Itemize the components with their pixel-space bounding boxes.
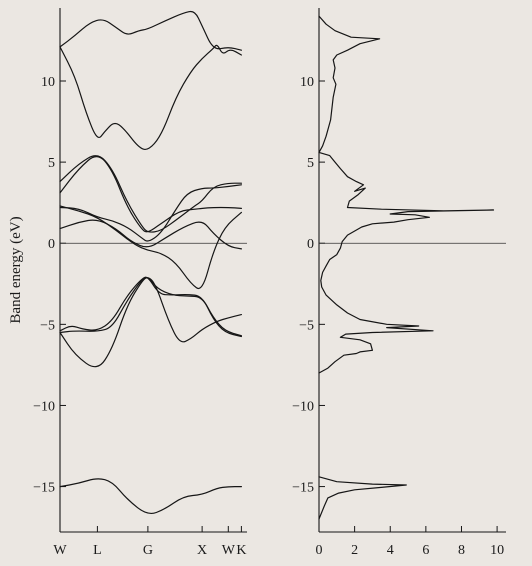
band-curve-9 <box>59 219 242 250</box>
dos-curve-1 <box>318 15 495 374</box>
dos-y-tick-label: −5 <box>299 318 314 333</box>
dos-curve-2 <box>318 476 407 520</box>
dos-x-tick-label: 8 <box>458 543 465 558</box>
dos-x-tick-label: 4 <box>387 543 394 558</box>
band-structure-ylabel: Band energy (eV) <box>8 216 24 323</box>
band-x-tick-label: X <box>197 543 207 558</box>
dos-x-tick-label: 10 <box>490 543 504 558</box>
dos-y-tick-label: −15 <box>292 481 314 496</box>
band-y-tick-label: 0 <box>48 237 55 252</box>
dos-x-ticks: 0 2 4 6 8 10 <box>316 526 504 558</box>
band-x-tick-label: L <box>93 543 102 558</box>
dos-y-tick-label: −10 <box>292 399 314 414</box>
band-y-tick-label: 5 <box>48 156 55 171</box>
band-x-tick-label: G <box>143 543 153 558</box>
density-of-states-panel: −15 −10 −5 0 5 10 0 2 4 6 8 10 <box>292 8 506 558</box>
band-curve-6 <box>59 155 242 233</box>
band-curve-3 <box>59 276 242 337</box>
band-y-tick-label: −15 <box>33 481 55 496</box>
dos-x-tick-label: 0 <box>316 543 323 558</box>
dos-x-tick-label: 6 <box>422 543 429 558</box>
band-y-tick-label: −5 <box>40 318 55 333</box>
band-curve-2 <box>59 277 242 368</box>
band-y-tick-label: 10 <box>41 75 55 90</box>
dos-y-tick-label: 10 <box>300 75 314 90</box>
band-x-tick-label: W <box>222 543 236 558</box>
band-y-tick-label: −10 <box>33 399 55 414</box>
band-x-tick-label: W <box>53 543 67 558</box>
dos-y-tick-label: 0 <box>307 237 314 252</box>
band-curve-5 <box>59 156 242 233</box>
band-curve-1 <box>59 478 242 515</box>
dos-y-ticks: −15 −10 −5 0 5 10 <box>292 75 325 496</box>
y-axis-title: Band energy (eV) <box>8 216 24 323</box>
dos-x-tick-label: 2 <box>351 543 358 558</box>
band-curve-11 <box>59 10 242 51</box>
band-curves <box>59 10 242 515</box>
band-curve-10 <box>59 44 242 150</box>
dos-y-tick-label: 5 <box>307 156 314 171</box>
band-curve-7 <box>59 205 242 290</box>
band-curve-4 <box>59 276 242 338</box>
band-x-tick-label: K <box>236 543 246 558</box>
dos-curves <box>318 15 495 520</box>
band-y-ticks: −15 −10 −5 0 5 10 <box>33 75 66 496</box>
band-curve-8 <box>59 184 242 242</box>
